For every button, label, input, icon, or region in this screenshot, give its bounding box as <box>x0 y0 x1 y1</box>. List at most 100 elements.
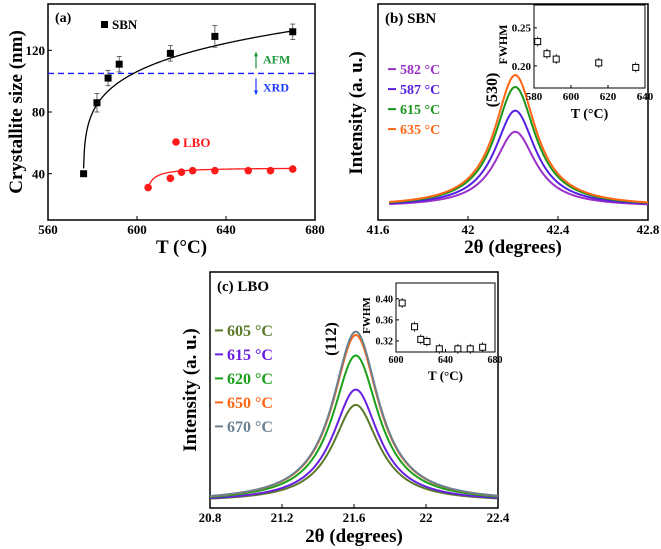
legend-label-lbo: LBO <box>183 135 210 150</box>
y-axis-label-a: Crystallite size (nm) <box>6 30 27 194</box>
data-point-sbn <box>115 60 123 68</box>
spectrum-curve <box>389 109 649 205</box>
inset-data-point <box>398 299 406 307</box>
x-tick-label: 41.6 <box>367 222 390 237</box>
x-tick-label: 580 <box>526 91 543 103</box>
inset-frame <box>533 4 646 89</box>
inset-data-point <box>466 345 474 353</box>
data-point-sbn <box>80 170 88 178</box>
data-point-sbn <box>166 49 174 57</box>
inset-data-point <box>435 345 443 353</box>
inset-data-point <box>552 55 560 63</box>
y-tick-label: 0.20 <box>512 61 532 73</box>
x-axis-label-c: 2θ (degrees) <box>305 526 403 547</box>
spectrum-curve <box>209 403 499 500</box>
legend-label: 620 °C <box>227 371 273 388</box>
y-tick-label: 0.25 <box>512 23 532 35</box>
inset-data-point <box>534 38 542 46</box>
legend-label: 670 °C <box>227 419 273 436</box>
x-tick-label: 560 <box>38 222 58 237</box>
spectrum-curve <box>389 74 649 204</box>
data-point-sbn <box>104 74 112 82</box>
inset-data-point <box>423 337 431 345</box>
inset-data-point <box>632 63 640 71</box>
inset-data-point <box>417 335 425 343</box>
x-tick-label: 20.8 <box>199 510 222 525</box>
data-point-lbo <box>266 166 275 175</box>
x-tick-label: 600 <box>563 91 580 103</box>
x-tick-label: 22 <box>420 510 433 525</box>
afm-label: AFM <box>263 52 290 66</box>
data-point-lbo <box>144 183 152 192</box>
data-point-lbo <box>177 168 186 176</box>
x-axis-label-b: 2θ (degrees) <box>464 237 562 258</box>
x-tick-label: 680 <box>305 222 325 237</box>
panel-label-b: (b) SBN <box>385 11 436 27</box>
arrow-up-icon <box>254 51 258 57</box>
inset-data-point <box>411 323 419 331</box>
x-tick-label: 640 <box>637 91 654 103</box>
y-tick-label: 0.36 <box>376 315 394 326</box>
panel-label-a: (a) <box>55 11 72 26</box>
y-tick-label: 80 <box>32 105 45 120</box>
xrd-label: XRD <box>263 80 289 94</box>
x-tick-label: 42 <box>462 222 475 237</box>
x-tick-label: 680 <box>488 355 503 366</box>
data-point-lbo <box>211 166 219 175</box>
x-tick-label: 21.2 <box>271 510 294 525</box>
y-axis-label-b: Intensity (a. u.) <box>346 51 367 175</box>
legend-label: 650 °C <box>227 395 273 412</box>
peak-label: (530) <box>484 73 501 108</box>
data-point-lbo <box>288 165 297 173</box>
inset-y-label: FWHM <box>361 297 373 334</box>
legend-marker-sbn <box>101 21 108 28</box>
data-point-sbn <box>289 28 297 36</box>
spectrum-curve <box>209 354 499 498</box>
x-tick-label: 640 <box>438 355 453 366</box>
y-tick-label: 0.32 <box>376 336 394 347</box>
plot-frame-a <box>47 3 316 221</box>
x-axis-label-a: T (°C) <box>156 237 207 258</box>
spectrum-curve <box>209 330 499 498</box>
legend-label: 615 °C <box>400 103 440 118</box>
data-point-sbn <box>211 32 219 40</box>
legend-label: 635 °C <box>400 123 440 138</box>
x-tick-label: 22.4 <box>487 510 510 525</box>
legend-label: 615 °C <box>227 347 273 364</box>
x-tick-label: 42.4 <box>547 222 570 237</box>
x-tick-label: 600 <box>127 222 147 237</box>
x-tick-label: 600 <box>389 355 404 366</box>
inset-data-point <box>454 345 462 353</box>
data-point-lbo <box>166 174 175 183</box>
y-tick-label: 120 <box>26 43 46 58</box>
inset-y-label: FWHM <box>496 25 510 65</box>
spectrum-curve <box>389 130 649 206</box>
inset-data-point <box>543 50 551 58</box>
arrow-down-icon <box>254 90 258 96</box>
y-axis-label-c: Intensity (a. u.) <box>180 328 201 452</box>
inset-data-point <box>595 59 603 67</box>
data-point-lbo <box>244 166 253 175</box>
y-tick-label: 0.40 <box>376 294 394 305</box>
y-tick-label: 40 <box>32 166 45 181</box>
peak-label: (112) <box>323 322 340 356</box>
inset-frame <box>395 282 496 353</box>
data-point-lbo <box>188 166 197 175</box>
legend-marker-lbo <box>172 138 180 146</box>
panel-label-c: (c) LBO <box>217 279 269 295</box>
legend-label: 582 °C <box>400 63 440 78</box>
x-tick-label: 620 <box>600 91 617 103</box>
x-tick-label: 640 <box>216 222 236 237</box>
inset-data-point <box>479 343 487 351</box>
x-tick-label: 42.8 <box>637 222 660 237</box>
inset-x-label: T (°C) <box>571 107 609 122</box>
inset-x-label: T (°C) <box>428 368 463 383</box>
legend-label: 605 °C <box>227 323 273 340</box>
x-tick-label: 21.6 <box>343 510 366 525</box>
data-point-sbn <box>93 99 101 107</box>
plot-frame-b <box>377 3 649 221</box>
spectrum-curve <box>209 388 499 500</box>
legend-label: 587 °C <box>400 83 440 98</box>
legend-label-sbn: SBN <box>112 17 138 32</box>
